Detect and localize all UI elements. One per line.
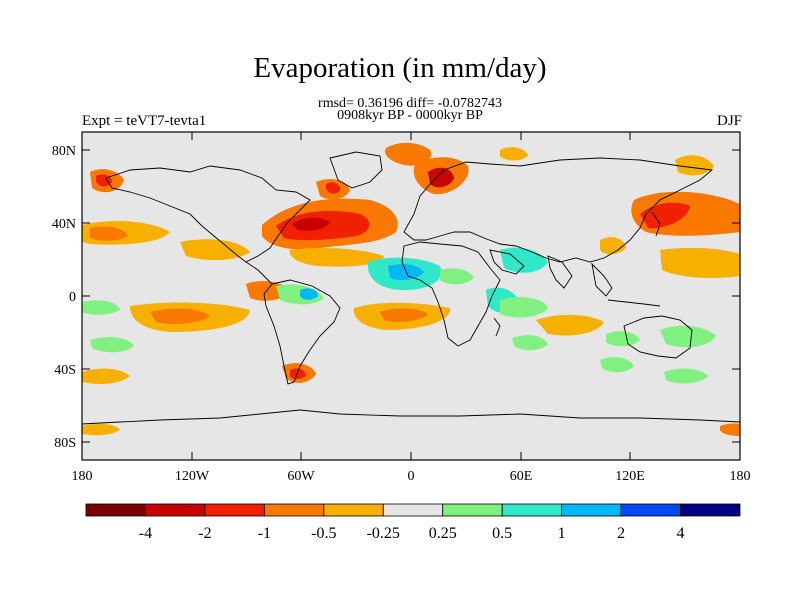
coast-australia <box>623 315 693 359</box>
stats-line: rmsd= 0.36196 diff= -0.0782743 <box>318 96 502 111</box>
colorbar-swatch <box>85 503 146 517</box>
lat-label-40n: 40N <box>52 217 76 232</box>
anomaly-australia-west <box>606 331 640 347</box>
coast-madagascar <box>493 317 501 337</box>
colorbar-label: 1 <box>558 525 566 542</box>
colorbar-label: 4 <box>677 525 685 542</box>
anomaly-greenland-south <box>326 182 340 194</box>
colorbar-swatch <box>263 503 325 517</box>
anomaly-bering <box>675 155 714 176</box>
anomaly-west-pacific-sub <box>660 247 740 278</box>
lon-label-0: 0 <box>408 469 415 484</box>
anomaly-east-asia <box>600 237 626 255</box>
coast-africa <box>401 241 501 347</box>
anomaly-pacific-east-green <box>82 300 120 315</box>
coast-south-america <box>263 279 341 385</box>
anomaly-north-pacific-core <box>90 226 128 241</box>
map-title: Evaporation (in mm/day) <box>253 52 547 84</box>
anomaly-north-atlantic-high <box>385 142 432 166</box>
lon-label-180e: 180 <box>730 469 751 484</box>
lat-axis <box>82 149 740 443</box>
colorbar-swatch <box>680 503 741 517</box>
anomaly-norway-core <box>428 167 454 188</box>
coast-north-america <box>105 165 311 263</box>
colorbar-label: 0.25 <box>429 525 457 542</box>
colorbar-label: -1 <box>258 525 271 542</box>
map-background <box>82 132 740 460</box>
colorbar-swatch <box>323 503 384 517</box>
anomaly-south-pacific-core <box>150 308 210 324</box>
lon-label-60w: 60W <box>287 469 315 484</box>
anomaly-south-atlantic-core <box>380 308 428 322</box>
colorbar-swatch <box>620 503 681 517</box>
anomaly-equatorial-indian <box>500 297 548 318</box>
colorbar: -4 -2 -1 -0.5 -0.25 0.25 0.5 1 2 4 <box>85 503 741 542</box>
colorbar-swatch <box>204 503 265 517</box>
coast-indonesia <box>607 299 661 307</box>
lon-label-120e: 120E <box>615 469 645 484</box>
colorbar-label: 0.5 <box>492 525 512 542</box>
coast-greenland <box>329 151 383 189</box>
experiment-label: Expt = teVT7-tevta1 <box>82 113 207 129</box>
colorbar-label: -0.25 <box>367 525 400 542</box>
coast-europe <box>403 157 714 263</box>
anomaly-kuroshio-core <box>640 202 690 229</box>
anomaly-south-indian-green <box>512 335 548 351</box>
colorbar-label: -4 <box>139 525 152 542</box>
lon-axis <box>81 132 741 460</box>
anomaly-amazon-blue <box>300 288 318 300</box>
lon-label-60e: 60E <box>510 469 533 484</box>
coast-india <box>547 255 573 289</box>
lat-label-80s: 80S <box>54 436 76 451</box>
anomaly-antarctic-west <box>82 423 120 436</box>
colorbar-swatch <box>382 503 444 517</box>
coast-arabia <box>489 249 525 275</box>
coastlines <box>82 151 740 425</box>
anomaly-southern-ocean-green <box>600 357 634 373</box>
period-line: 0908kyr BP - 0000kyr BP <box>337 108 483 123</box>
colorbar-label: -2 <box>198 525 211 542</box>
colorbar-label: -0.5 <box>311 525 336 542</box>
anomaly-fields <box>82 142 740 436</box>
colorbar-swatch <box>501 503 563 517</box>
anomaly-gulf-stream-max <box>292 217 330 231</box>
anomaly-patagonia-core <box>290 368 306 379</box>
anomaly-antarctic-east <box>720 423 740 436</box>
anomaly-siberia-north <box>500 147 528 161</box>
lat-label-0: 0 <box>69 290 76 305</box>
coast-japan <box>651 211 661 237</box>
anomaly-south-pacific-green <box>90 337 134 353</box>
coast-central-america <box>245 261 273 285</box>
colorbar-swatch <box>442 503 503 517</box>
anomaly-atlantic-subtrop <box>289 248 384 267</box>
season-label: DJF <box>716 113 742 129</box>
lon-label-180w: 180 <box>72 469 93 484</box>
colorbar-swatch <box>145 503 206 517</box>
anomaly-southern-ocean-east <box>664 368 708 384</box>
anomaly-guinea-west <box>440 268 474 285</box>
colorbar-swatch <box>561 503 622 517</box>
anomaly-south-indian-band <box>536 314 604 336</box>
coast-southeast-asia <box>591 262 613 297</box>
lon-label-120w: 120W <box>175 469 210 484</box>
coast-antarctica <box>82 409 740 425</box>
anomaly-north-pacific-east <box>180 239 250 261</box>
anomaly-australia-east <box>660 325 716 348</box>
lat-label-80n: 80N <box>52 144 76 159</box>
anomaly-southern-ocean-west <box>82 368 130 384</box>
lat-label-40s: 40S <box>54 363 76 378</box>
colorbar-label: 2 <box>617 525 625 542</box>
